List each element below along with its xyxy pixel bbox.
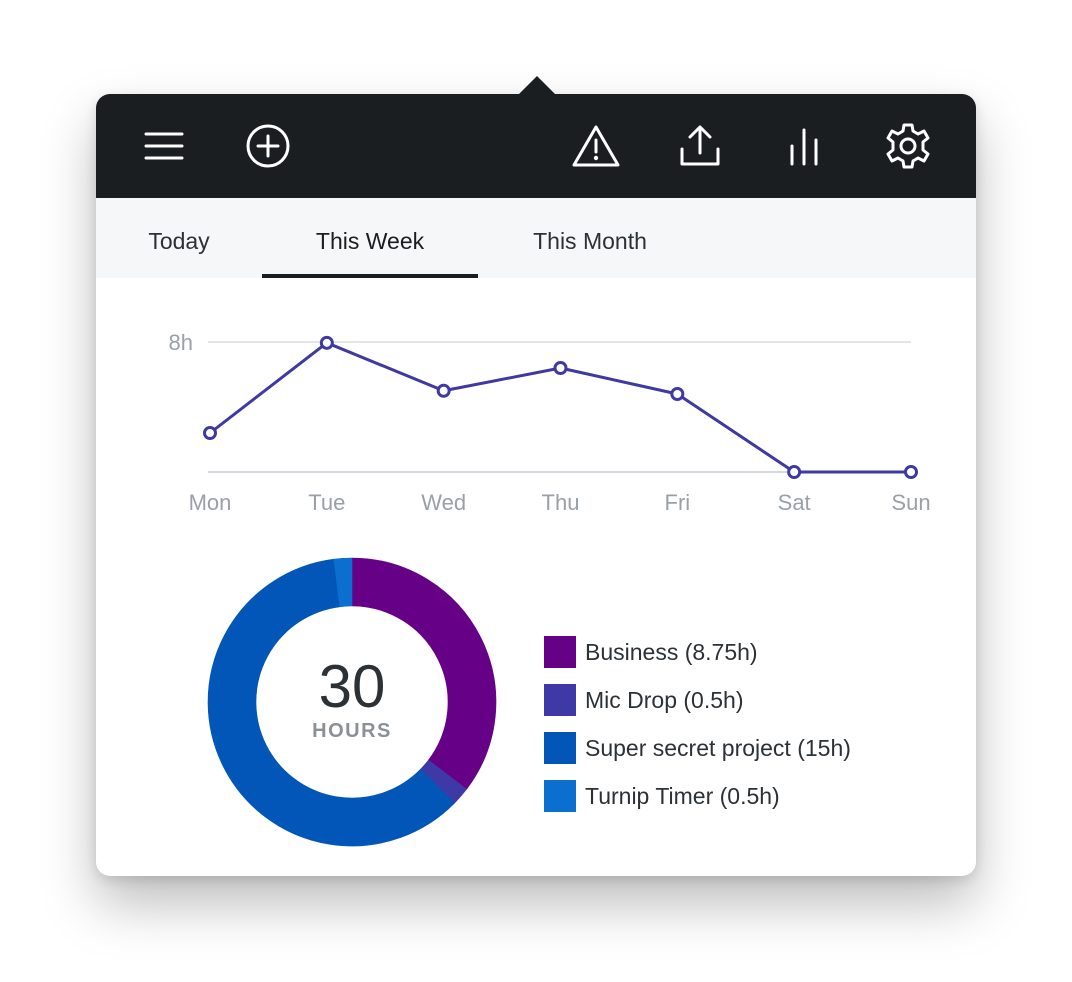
active-tab-indicator bbox=[262, 274, 478, 278]
upload-icon bbox=[680, 125, 720, 166]
hamburger-menu-icon bbox=[144, 132, 184, 160]
donut-slice-super-secret-project bbox=[207, 558, 456, 847]
y-tick-label: 8h bbox=[169, 330, 193, 355]
period-tabs: Today This Week This Month bbox=[96, 198, 976, 278]
data-point-wed bbox=[436, 383, 451, 398]
tab-this-week[interactable]: This Week bbox=[315, 228, 425, 254]
data-point-mon bbox=[203, 426, 217, 440]
donut-ring bbox=[207, 557, 497, 847]
legend-swatch bbox=[544, 636, 576, 668]
x-tick-label: Fri bbox=[665, 490, 691, 515]
data-point-tue bbox=[319, 335, 334, 350]
legend-label: Turnip Timer (0.5h) bbox=[585, 783, 780, 809]
total-hours-label: HOURS bbox=[312, 720, 392, 742]
tab-today[interactable]: Today bbox=[148, 228, 210, 254]
popover-arrow bbox=[518, 76, 556, 95]
legend-item-turnip-timer: Turnip Timer (0.5h) bbox=[544, 778, 964, 826]
data-point-thu bbox=[553, 361, 568, 375]
legend-item-super-secret-project: Super secret project (15h) bbox=[544, 730, 964, 778]
donut-slice-business bbox=[351, 557, 497, 790]
legend-swatch bbox=[544, 780, 576, 812]
legend-swatch bbox=[544, 684, 576, 716]
data-point-sat bbox=[787, 465, 802, 479]
x-tick-label: Tue bbox=[308, 490, 345, 515]
export-button[interactable] bbox=[670, 116, 730, 176]
donut-slice-turnip-timer bbox=[333, 557, 353, 608]
menu-button[interactable] bbox=[134, 116, 194, 176]
donut-legend: Business (8.75h) Mic Drop (0.5h) Super sec… bbox=[544, 634, 964, 826]
legend-swatch bbox=[544, 732, 576, 764]
legend-item-business: Business (8.75h) bbox=[544, 634, 964, 682]
data-point-fri bbox=[670, 387, 685, 401]
legend-label: Mic Drop (0.5h) bbox=[585, 687, 744, 713]
legend-item-mic-drop: Mic Drop (0.5h) bbox=[544, 682, 964, 730]
x-tick-label: Wed bbox=[421, 490, 466, 515]
add-button[interactable] bbox=[238, 116, 298, 176]
x-tick-label: Sat bbox=[778, 490, 811, 515]
stats-popover: Today This Week This Month 8h Mon Tue Wed Th… bbox=[96, 94, 976, 876]
reports-button[interactable] bbox=[774, 116, 834, 176]
toolbar bbox=[96, 94, 976, 198]
legend-label: Super secret project (15h) bbox=[585, 735, 851, 761]
x-tick-label: Mon bbox=[189, 490, 232, 515]
settings-button[interactable] bbox=[878, 116, 938, 176]
total-hours-value: 30 bbox=[318, 653, 386, 720]
plus-circle-icon bbox=[246, 124, 290, 168]
tab-this-month[interactable]: This Month bbox=[533, 228, 647, 254]
warning-triangle-icon bbox=[572, 125, 620, 167]
data-point-sun bbox=[904, 465, 918, 479]
hours-line-chart: 8h Mon Tue Wed Thu Fri Sat Sun bbox=[169, 330, 931, 515]
donut-center: 30 HOURS bbox=[206, 556, 498, 848]
gear-icon bbox=[886, 123, 930, 169]
bar-chart-icon bbox=[790, 128, 818, 166]
x-tick-label: Thu bbox=[542, 490, 580, 515]
x-tick-label: Sun bbox=[891, 490, 930, 515]
alert-button[interactable] bbox=[566, 116, 626, 176]
legend-label: Business (8.75h) bbox=[585, 639, 758, 665]
hours-donut-chart: 30 HOURS bbox=[206, 556, 498, 848]
